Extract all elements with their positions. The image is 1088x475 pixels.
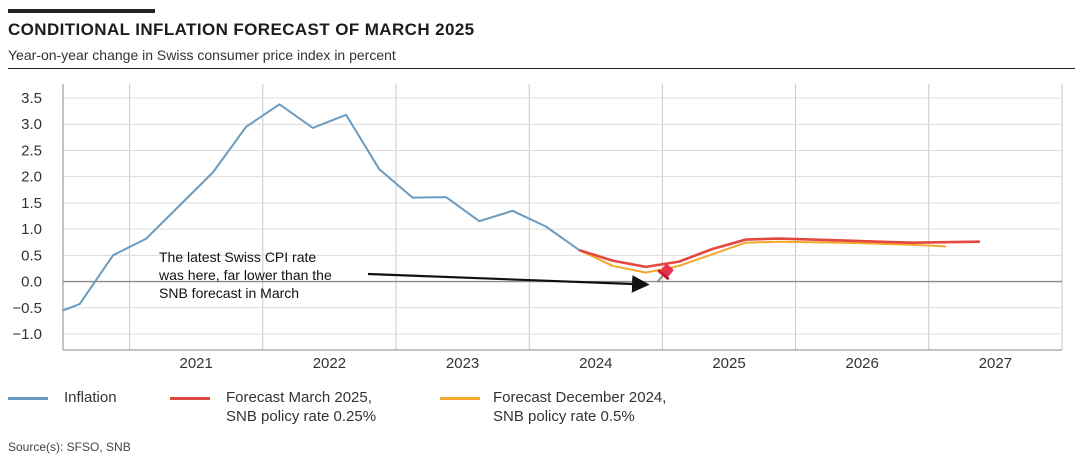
legend-label-forecast-march: Forecast March 2025, SNB policy rate 0.2… [226,388,376,426]
legend-swatch-inflation [8,397,48,400]
series-line-inflation [62,103,581,312]
chart-subtitle: Year-on-year change in Swiss consumer pr… [8,47,396,63]
x-tick-label-2027: 2027 [979,355,1012,372]
series-line-forecast-march [577,237,981,269]
legend-label-forecast-march-line2: SNB policy rate 0.25% [226,408,377,425]
annotation-line-3: SNB forecast in March [159,285,300,301]
y-tick-label-6: 0.5 [21,247,42,264]
legend-label-forecast-december: Forecast December 2024, SNB policy rate … [493,388,666,426]
legend-swatch-forecast-march [170,397,210,400]
y-tick-label-4: 1.5 [21,195,42,212]
y-tick-label-3: 2.0 [21,169,42,186]
y-tick-label-5: 1.0 [21,221,42,238]
legend-swatch-forecast-december [440,397,480,400]
pushpin-icon [656,264,674,283]
annotation-text: The latest Swiss CPI rate was here, far … [159,248,332,302]
series-layer [62,103,981,312]
x-tick-label-2024: 2024 [579,355,612,372]
legend-label-inflation: Inflation [64,389,117,406]
annotation-line-2: was here, far lower than the [159,267,332,283]
series-line-forecast-december [578,240,947,274]
y-tick-label-2: 2.5 [21,142,42,159]
pushpin-collar [657,269,670,280]
pushpin-needle [656,275,664,283]
y-tick-label-8: −0.5 [12,300,42,317]
y-tick-label-9: −1.0 [12,326,42,343]
annotation-arrow [367,272,650,293]
legend-label-forecast-december-line1: Forecast December 2024, [493,389,667,406]
annotation-line-1: The latest Swiss CPI rate [159,249,317,265]
y-tick-label-0: 3.5 [21,90,42,107]
x-tick-label-2025: 2025 [712,355,745,372]
axis-layer: 3.5 3.0 2.5 2.0 1.5 1.0 0.5 0.0 −0.5 −1.0 2021 2022… [12,84,1062,372]
legend-label-forecast-december-line2: SNB policy rate 0.5% [493,408,635,425]
annotation-layer [367,264,674,293]
x-tick-label-2026: 2026 [846,355,879,372]
source-note: Source(s): SFSO, SNB [8,440,131,454]
grid-layer [63,84,1063,350]
x-tick-label-2022: 2022 [313,355,346,372]
x-tick-label-2021: 2021 [180,355,213,372]
y-tick-label-1: 3.0 [21,116,42,133]
chart-title: CONDITIONAL INFLATION FORECAST OF MARCH … [8,20,475,39]
header-rule [8,68,1075,69]
legend-label-forecast-march-line1: Forecast March 2025, [226,389,372,406]
title-accent-bar [8,9,155,13]
y-tick-label-7: 0.0 [21,274,42,291]
x-tick-label-2023: 2023 [446,355,479,372]
